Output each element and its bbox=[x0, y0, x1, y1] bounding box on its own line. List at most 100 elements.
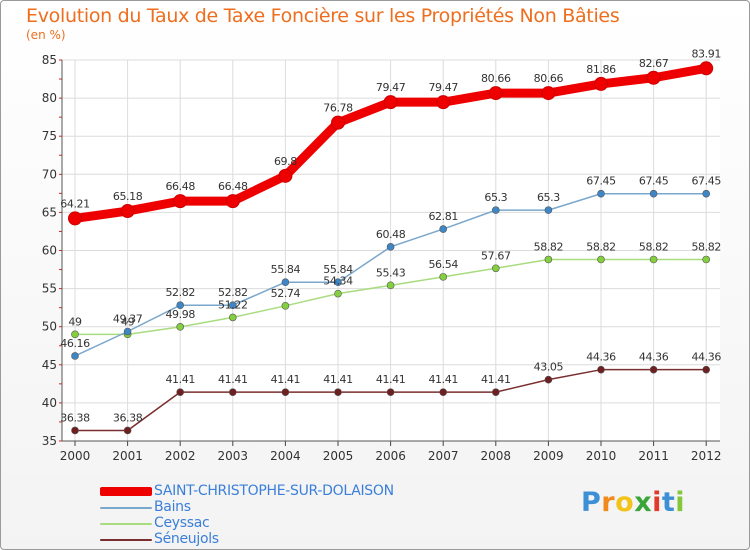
data-label: 54.34 bbox=[323, 275, 353, 288]
data-label: 66.48 bbox=[218, 180, 248, 193]
data-label: 43.05 bbox=[534, 361, 564, 374]
data-label: 49.37 bbox=[113, 313, 143, 326]
x-tick-label: 2007 bbox=[428, 449, 459, 463]
data-point bbox=[544, 375, 553, 384]
data-point bbox=[281, 302, 290, 310]
axes: 35 40 45 50 55 60 65 70 75 80 85 2000 2001 2002 2003 20… bbox=[42, 53, 722, 463]
data-label: 36.38 bbox=[113, 411, 143, 424]
data-point bbox=[281, 278, 290, 286]
data-point bbox=[544, 255, 553, 264]
y-tick-label: 80 bbox=[42, 91, 57, 105]
data-label: 79.47 bbox=[376, 81, 406, 94]
x-tick-label: 2011 bbox=[638, 449, 669, 463]
data-point bbox=[491, 388, 500, 396]
data-label: 79.47 bbox=[428, 81, 458, 94]
data-label: 80.66 bbox=[481, 72, 511, 85]
data-point bbox=[439, 388, 448, 396]
x-tick-label: 2005 bbox=[323, 449, 354, 463]
data-point bbox=[120, 204, 135, 219]
data-point bbox=[594, 76, 608, 91]
x-tick-label: 2001 bbox=[112, 449, 143, 463]
y-tick-label: 40 bbox=[42, 396, 57, 410]
y-tick-label: 75 bbox=[42, 129, 57, 143]
data-label: 44.36 bbox=[639, 351, 669, 364]
data-point bbox=[334, 278, 342, 286]
data-point bbox=[488, 86, 503, 101]
data-label: 55.43 bbox=[376, 266, 406, 279]
data-point bbox=[386, 281, 395, 290]
legend-swatch bbox=[100, 539, 152, 541]
data-label: 52.74 bbox=[271, 287, 301, 300]
data-point bbox=[702, 255, 711, 264]
data-label: 51.22 bbox=[218, 298, 248, 311]
data-point bbox=[699, 61, 714, 76]
data-point bbox=[386, 243, 395, 251]
data-label: 67.45 bbox=[639, 175, 669, 188]
legend-label: Bains bbox=[154, 499, 191, 515]
data-point bbox=[331, 115, 345, 130]
data-label: 65.3 bbox=[484, 191, 507, 204]
data-label: 49 bbox=[68, 315, 82, 328]
data-point bbox=[229, 301, 237, 310]
x-tick-label: 2006 bbox=[375, 449, 406, 463]
data-label: 49.98 bbox=[165, 308, 195, 321]
data-point bbox=[176, 301, 184, 310]
x-tick-label: 2008 bbox=[481, 449, 512, 463]
data-label: 58.82 bbox=[586, 240, 616, 253]
logo-letter: P bbox=[581, 487, 602, 518]
data-point bbox=[229, 388, 237, 396]
data-point bbox=[649, 255, 658, 264]
data-label: 41.41 bbox=[165, 373, 195, 386]
data-label: 41.41 bbox=[218, 373, 248, 386]
logo-letter: i bbox=[675, 487, 686, 518]
data-label: 44.36 bbox=[586, 351, 616, 364]
data-point bbox=[334, 289, 342, 298]
x-tick-label: 2003 bbox=[218, 449, 249, 463]
data-point bbox=[229, 313, 237, 322]
logo-letter: t bbox=[661, 487, 676, 518]
data-point bbox=[649, 189, 658, 198]
data-label: 41.41 bbox=[271, 373, 301, 386]
data-point bbox=[597, 189, 605, 198]
data-point bbox=[71, 426, 79, 435]
data-point bbox=[436, 95, 451, 110]
x-tick-label: 2002 bbox=[165, 449, 196, 463]
y-tick-label: 65 bbox=[42, 205, 57, 219]
logo-letter: r bbox=[601, 487, 616, 518]
data-label: 64.21 bbox=[60, 197, 90, 210]
data-point bbox=[491, 264, 500, 273]
data-label: 58.82 bbox=[639, 240, 669, 253]
legend-label: Ceyssac bbox=[154, 515, 210, 531]
data-point bbox=[649, 365, 658, 374]
data-point bbox=[225, 194, 240, 209]
y-tick-label: 45 bbox=[42, 358, 57, 372]
data-label: 56.54 bbox=[428, 258, 458, 271]
data-label: 55.84 bbox=[323, 263, 353, 276]
data-point bbox=[334, 388, 342, 396]
data-label: 65.3 bbox=[537, 191, 560, 204]
legend-label: SAINT-CHRISTOPHE-SUR-DOLAISON bbox=[154, 483, 394, 499]
data-point bbox=[71, 330, 79, 339]
x-tick-label: 2010 bbox=[586, 449, 617, 463]
data-label: 69.8 bbox=[274, 155, 297, 168]
y-tick-label: 70 bbox=[42, 167, 57, 181]
data-point bbox=[71, 352, 79, 360]
data-label: 58.82 bbox=[534, 240, 564, 253]
y-tick-label: 55 bbox=[42, 282, 57, 296]
data-point bbox=[383, 95, 398, 110]
legend-swatch bbox=[100, 523, 152, 525]
y-axis-unit: (en %) bbox=[26, 28, 66, 42]
data-point bbox=[702, 189, 711, 198]
x-tick-label: 2004 bbox=[270, 449, 301, 463]
data-point bbox=[439, 225, 448, 233]
data-label: 67.45 bbox=[691, 175, 721, 188]
data-label: 41.41 bbox=[481, 373, 511, 386]
data-label: 83.91 bbox=[691, 47, 721, 60]
y-tick-label: 35 bbox=[42, 434, 57, 448]
y-tick-label: 60 bbox=[42, 244, 57, 258]
data-point bbox=[278, 168, 293, 183]
data-label: 52.82 bbox=[218, 286, 248, 299]
data-point bbox=[176, 323, 184, 331]
data-point bbox=[597, 365, 605, 374]
